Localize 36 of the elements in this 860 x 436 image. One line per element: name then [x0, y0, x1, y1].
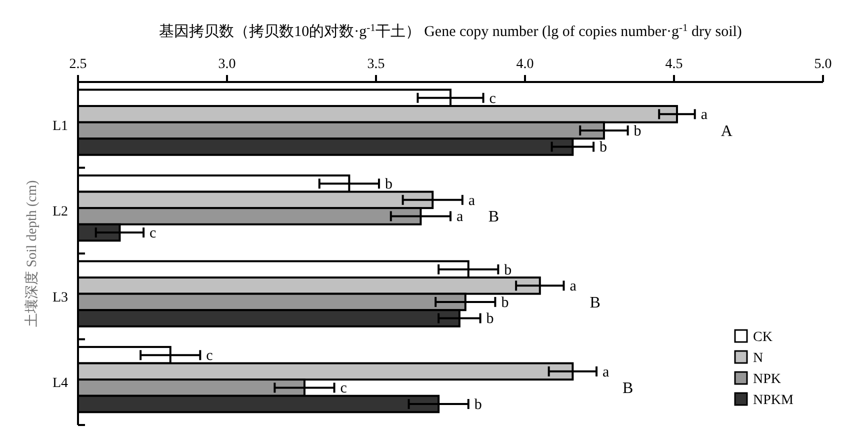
- data-label: a: [468, 192, 476, 209]
- data-label: b: [600, 140, 608, 156]
- x-tick-label: 4.5: [665, 57, 683, 72]
- data-label: c: [150, 225, 157, 242]
- legend-label: N: [753, 351, 764, 366]
- legend-label: CK: [753, 330, 772, 345]
- data-label: b: [504, 262, 512, 278]
- x-tick-label: 3.0: [218, 57, 236, 72]
- data-label: b: [486, 311, 494, 328]
- annotation: A: [720, 122, 733, 140]
- data-label: a: [570, 278, 577, 295]
- x-tick-label: 4.0: [516, 57, 534, 72]
- annotation: B: [622, 380, 634, 398]
- x-tick-label: 2.5: [69, 57, 87, 72]
- x-tick-label: 3.5: [367, 57, 385, 72]
- data-label: a: [602, 364, 610, 380]
- data-label: a: [456, 209, 464, 226]
- data-label: b: [474, 396, 482, 413]
- y-tick-label: L4: [52, 376, 68, 392]
- data-label: c: [206, 348, 214, 364]
- data-label: c: [489, 90, 496, 107]
- y-tick-label: L2: [52, 204, 68, 220]
- data-label: b: [384, 176, 392, 193]
- y-axis-title: 土壤深度 Soil depth (cm): [24, 180, 40, 327]
- x-axis-title: 基因拷贝数（拷贝数10的对数·g$^{-1}$干土） Gene copy number (lg of copies number·g$^{-1}$ dry soil): [159, 22, 742, 40]
- y-tick-label: L1: [52, 118, 68, 134]
- y-tick-label: L3: [52, 290, 68, 306]
- legend-label: NPK: [753, 372, 782, 387]
- data-label: b: [634, 123, 642, 140]
- x-tick-label: 5.0: [814, 57, 832, 72]
- data-label: c: [340, 380, 348, 397]
- legend-label: NPKM: [753, 393, 794, 408]
- annotation: B: [488, 208, 500, 226]
- annotation: B: [590, 294, 600, 312]
- data-label: a: [700, 107, 708, 124]
- data-label: b: [501, 294, 509, 311]
